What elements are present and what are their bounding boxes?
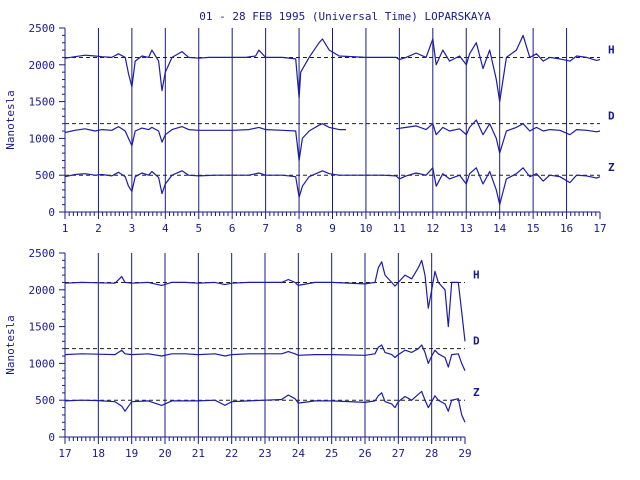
x-tick-label: 1 bbox=[62, 222, 69, 235]
x-tick-label: 22 bbox=[225, 447, 238, 460]
x-tick-label: 3 bbox=[129, 222, 136, 235]
series-line-z bbox=[64, 390, 466, 423]
x-tick-label: 26 bbox=[358, 447, 371, 460]
x-tick-label: 7 bbox=[262, 222, 269, 235]
y-tick-label: 1500 bbox=[29, 321, 56, 334]
series-label-h: H bbox=[608, 43, 615, 56]
x-tick-label: 16 bbox=[560, 222, 573, 235]
x-tick-label: 8 bbox=[296, 222, 303, 235]
y-tick-label: 1500 bbox=[29, 96, 56, 109]
x-tick-label: 25 bbox=[325, 447, 338, 460]
x-tick-label: 23 bbox=[258, 447, 271, 460]
x-tick-label: 10 bbox=[359, 222, 372, 235]
series-label-d: D bbox=[608, 110, 615, 123]
series-line-h bbox=[64, 259, 466, 342]
x-tick-label: 27 bbox=[392, 447, 405, 460]
x-tick-label: 18 bbox=[92, 447, 105, 460]
x-tick-label: 15 bbox=[527, 222, 540, 235]
x-tick-label: 29 bbox=[458, 447, 471, 460]
x-tick-label: 14 bbox=[493, 222, 507, 235]
y-tick-label: 2000 bbox=[29, 59, 56, 72]
y-tick-label: 0 bbox=[48, 431, 55, 444]
series-line-d bbox=[395, 119, 601, 154]
y-tick-label: 1000 bbox=[29, 357, 56, 370]
x-tick-label: 4 bbox=[162, 222, 169, 235]
x-tick-label: 20 bbox=[158, 447, 171, 460]
y-tick-label: 2500 bbox=[29, 22, 56, 35]
series-line-h bbox=[64, 34, 601, 103]
x-tick-label: 12 bbox=[426, 222, 439, 235]
y-tick-label: 500 bbox=[35, 394, 55, 407]
x-tick-label: 21 bbox=[192, 447, 205, 460]
x-tick-label: 17 bbox=[58, 447, 71, 460]
series-label-z: Z bbox=[608, 161, 615, 174]
y-axis-label-bottom: Nanotesla bbox=[4, 315, 17, 375]
x-tick-label: 5 bbox=[195, 222, 202, 235]
y-tick-label: 2000 bbox=[29, 284, 56, 297]
series-label-z: Z bbox=[473, 386, 480, 399]
y-axis-label-top: Nanotesla bbox=[4, 90, 17, 150]
x-tick-label: 2 bbox=[95, 222, 102, 235]
chart-title: 01 - 28 FEB 1995 (Universal Time) LOPARS… bbox=[199, 10, 491, 23]
series-line-z bbox=[64, 167, 601, 206]
x-tick-label: 17 bbox=[593, 222, 606, 235]
x-tick-label: 13 bbox=[460, 222, 473, 235]
y-tick-label: 500 bbox=[35, 169, 55, 182]
x-tick-label: 11 bbox=[393, 222, 406, 235]
y-tick-label: 0 bbox=[48, 206, 55, 219]
series-label-h: H bbox=[473, 268, 480, 281]
y-tick-label: 2500 bbox=[29, 247, 56, 260]
x-tick-label: 24 bbox=[292, 447, 306, 460]
panel-2: 0 500 1000 1500 2000 2500 17 18 19 20 21 22 23 24 25 26… bbox=[29, 247, 481, 460]
x-tick-label: 19 bbox=[125, 447, 138, 460]
x-tick-label: 9 bbox=[329, 222, 336, 235]
y-tick-label: 1000 bbox=[29, 132, 56, 145]
series-label-d: D bbox=[473, 335, 480, 348]
series-line-d bbox=[64, 344, 466, 372]
x-tick-label: 6 bbox=[229, 222, 236, 235]
series-line-d bbox=[64, 123, 346, 162]
x-tick-label: 28 bbox=[425, 447, 438, 460]
